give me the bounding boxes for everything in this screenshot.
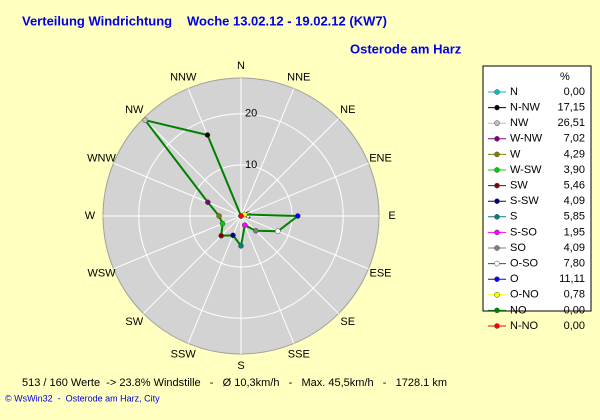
spoke [240,215,369,270]
legend-name: O [510,273,519,285]
wind-point [204,132,211,138]
legend-name: S-SO [510,226,537,238]
spoke [240,215,295,344]
legend-name: NW [510,117,529,129]
legend-name: N [510,86,518,98]
legend-name: W-NW [510,133,543,145]
compass-label: SE [340,316,355,328]
compass-label: ESE [369,267,391,279]
compass-label: NNE [287,71,310,83]
legend-value: 7,02 [564,133,585,145]
legend-value: 5,85 [564,211,585,223]
legend-marker [494,276,500,282]
legend-value: 7,80 [564,258,585,270]
legend-marker [494,120,500,126]
footer: 513 / 160 Werte -> 23.8% Windstille - Ø … [22,377,447,389]
legend-name: O-SO [510,258,539,270]
legend-value: 26,51 [557,117,585,129]
legend-value: 4,09 [564,242,585,254]
legend-marker [494,182,500,189]
legend-value: 3,90 [564,164,585,176]
legend-name: SO [510,242,526,254]
compass-label: S [237,360,244,372]
credit: © WsWin32 - Osterode am Harz, City [5,393,160,403]
legend-marker [494,151,500,158]
chart-title: Verteilung Windrichtung [22,13,172,28]
legend-name: W-SW [510,164,542,176]
legend-marker [494,214,500,220]
legend-marker [494,198,500,204]
legend-value: 0,00 [564,304,585,316]
legend-value: 5,46 [564,180,585,192]
legend-name: W [510,148,521,160]
legend-box [482,65,592,312]
legend-marker [494,89,500,95]
legend-value: 17,15 [557,102,585,114]
legend-value: 4,09 [564,195,585,207]
compass-label: W [85,210,96,222]
legend-marker [494,323,500,329]
legend-name: S-SW [510,195,539,207]
spoke [240,162,369,217]
legend-marker [494,260,500,267]
legend-value: 0,00 [564,320,585,332]
spoke [113,215,242,270]
wind-point [295,213,301,219]
wind-point [218,232,225,239]
compass-label: SSE [288,348,310,360]
spoke [143,118,242,217]
wind-point [216,213,222,219]
legend-value: 11,11 [559,273,585,285]
legend-marker [494,229,500,236]
compass-label: E [388,210,395,222]
wind-point [205,199,211,206]
compass-label: NE [340,104,355,116]
legend-name: S [510,211,517,223]
legend-marker [494,136,500,142]
compass-label: ENE [369,153,392,165]
wind-point [238,243,244,249]
spoke [113,162,242,217]
wind-point [253,228,259,234]
compass-label: N [237,60,245,72]
spoke [143,215,242,314]
legend-value: 0,00 [564,86,585,98]
legend-marker [494,245,500,251]
r-tick-label: 10 [245,159,257,171]
legend-name: N-NW [510,102,541,114]
legend-name: O-NO [510,289,539,301]
legend-name: NO [510,304,527,316]
legend-name: SW [510,180,528,192]
wind-point [238,213,244,219]
compass-label: NW [125,104,144,116]
spoke [240,118,339,217]
r-tick-label: 20 [245,108,257,120]
wind-point [219,220,226,227]
legend-name: N-NO [510,320,539,332]
legend-value: 0,78 [564,289,585,301]
spoke [240,88,295,217]
legend-marker [494,167,500,173]
legend-marker [494,104,500,111]
legend-marker [494,307,500,314]
compass-label: WSW [87,267,116,279]
legend-marker [494,292,500,298]
wind-point [242,222,248,228]
wind-point [275,228,281,235]
compass-label: SSW [171,348,197,360]
legend-value: 4,29 [564,148,585,160]
location: Osterode am Harz [350,41,462,56]
chart-subtitle: Woche 13.02.12 - 19.02.12 (KW7) [187,13,387,28]
legend-title: % [560,71,570,83]
legend-value: 1,95 [564,226,585,238]
compass-label: NNW [170,71,197,83]
wind-point [230,232,236,239]
compass-label: WNW [87,153,116,165]
wind-point [142,117,148,123]
compass-label: SW [125,316,143,328]
